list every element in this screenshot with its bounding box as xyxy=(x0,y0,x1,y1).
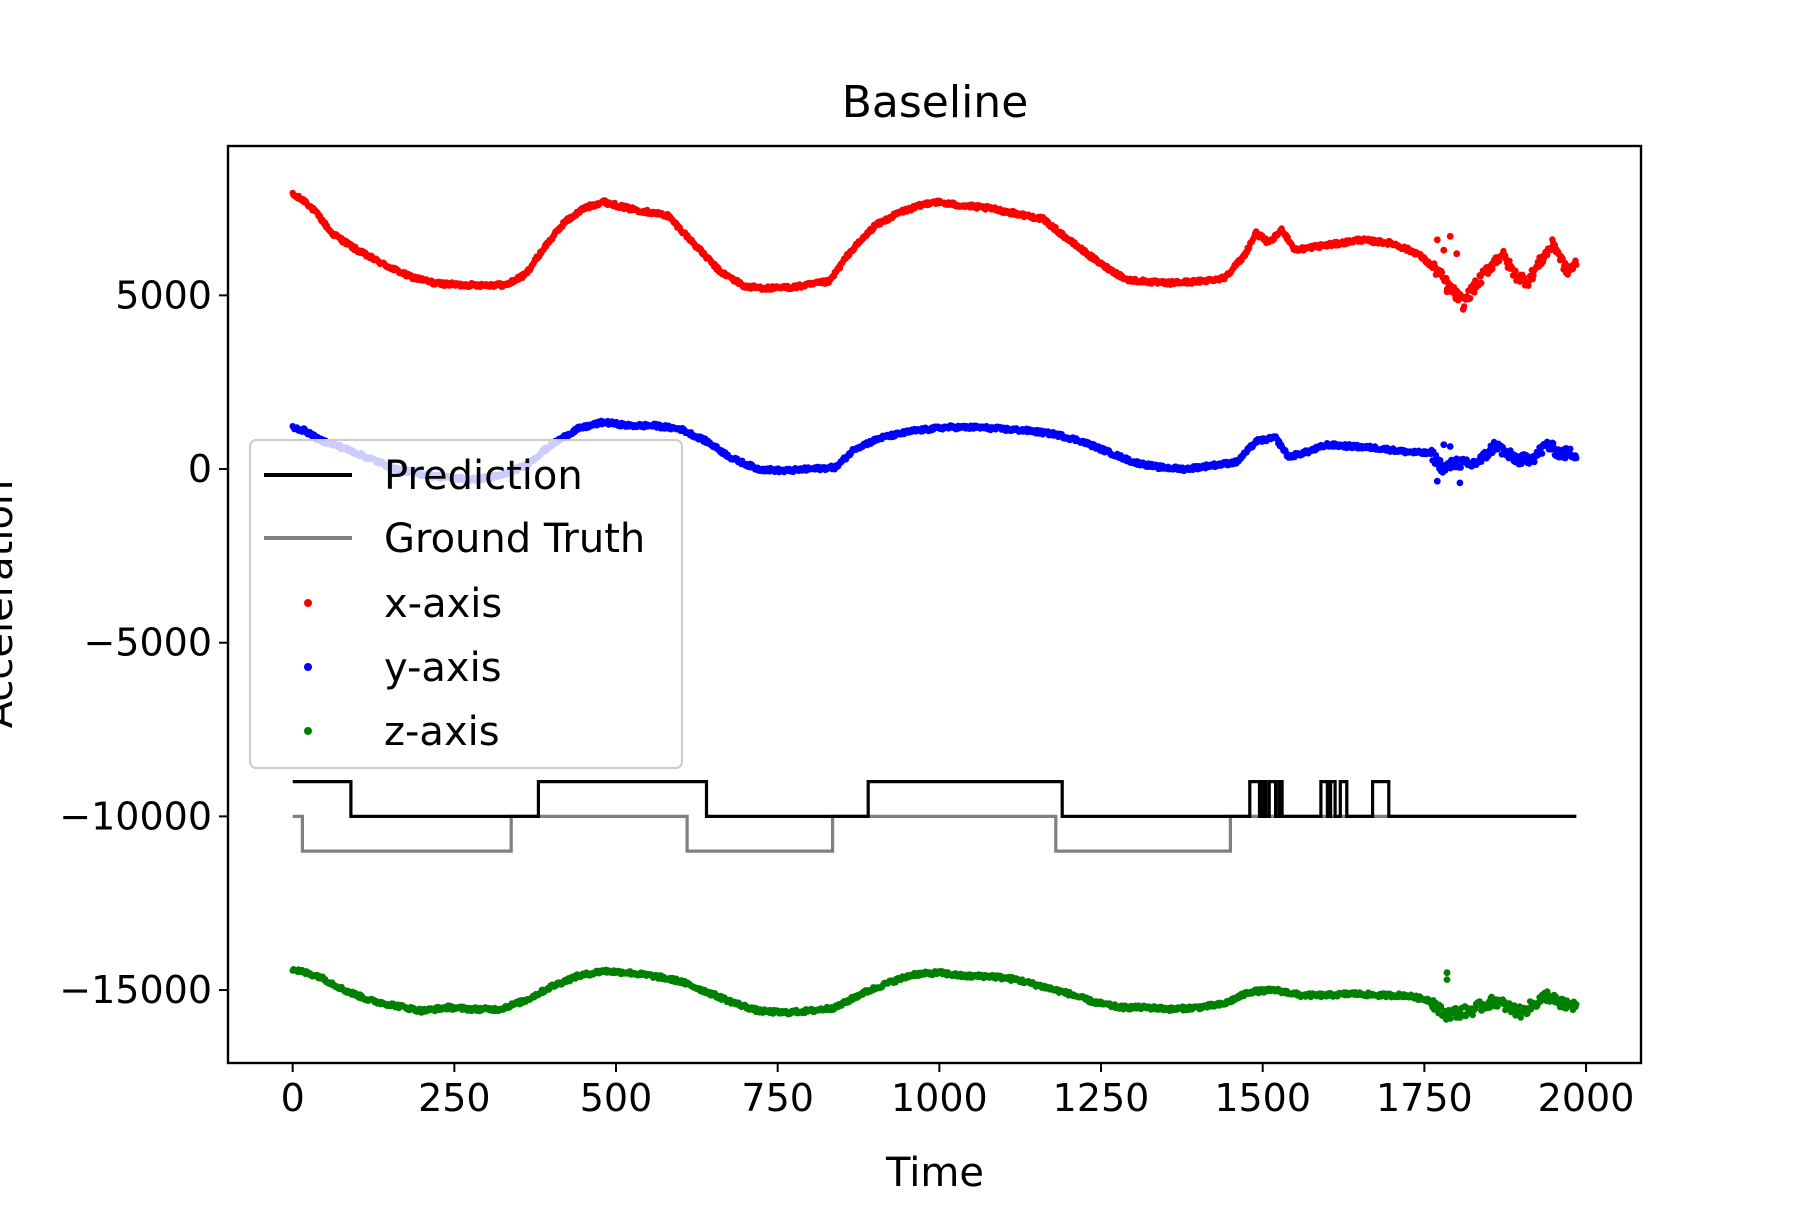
data-point xyxy=(1447,1015,1454,1022)
x-tick-label: 1500 xyxy=(1214,1076,1311,1120)
data-point xyxy=(1538,450,1546,457)
data-point xyxy=(1440,441,1448,449)
data-point xyxy=(1438,269,1446,276)
data-point xyxy=(1530,272,1537,279)
data-point xyxy=(1433,477,1441,485)
x-tick-label: 1000 xyxy=(891,1076,988,1120)
y-axis-ticks: 5000 0 −5000 −10000 −15000 xyxy=(59,273,228,1012)
data-point xyxy=(1459,305,1467,313)
legend-y-axis-label: y-axis xyxy=(384,645,502,691)
data-point xyxy=(1531,458,1538,466)
plot-content xyxy=(289,189,1580,1023)
plot-frame xyxy=(226,144,1643,1065)
data-point xyxy=(1433,236,1441,244)
x-tick-label: 750 xyxy=(741,1076,814,1120)
data-point xyxy=(1573,261,1580,268)
legend-z-axis-marker xyxy=(304,727,312,735)
legend: Prediction Ground Truth x-axis y-axis z-… xyxy=(249,439,683,769)
data-point xyxy=(1443,976,1451,983)
y-tick-label: −5000 xyxy=(83,621,212,665)
data-point xyxy=(1573,1001,1580,1008)
data-point xyxy=(1466,295,1474,302)
x-axis-ticks: 0 250 500 750 1000 1250 1500 1750 2000 xyxy=(281,1063,1635,1120)
y-tick-label: −15000 xyxy=(59,968,212,1012)
data-point xyxy=(1516,278,1524,285)
legend-x-axis-marker xyxy=(304,599,312,607)
x-axis-label: Time xyxy=(885,1150,984,1196)
data-point xyxy=(1443,288,1451,296)
legend-prediction-label: Prediction xyxy=(384,453,583,499)
data-point xyxy=(1469,1011,1476,1019)
x-tick-label: 1750 xyxy=(1376,1076,1473,1120)
data-point xyxy=(1456,479,1464,487)
legend-y-axis-marker xyxy=(304,663,312,671)
chart-title: Baseline xyxy=(842,77,1029,128)
data-point xyxy=(1506,257,1513,265)
data-point xyxy=(1573,454,1580,462)
series-line-prediction xyxy=(292,780,1577,818)
legend-box xyxy=(249,439,683,769)
series-x-axis xyxy=(289,189,1580,313)
data-point xyxy=(1567,445,1574,452)
data-point xyxy=(1471,289,1478,296)
legend-x-axis-label: x-axis xyxy=(384,581,502,627)
data-point xyxy=(1544,251,1551,259)
data-point xyxy=(1440,246,1448,254)
y-tick-label: 5000 xyxy=(115,273,212,317)
series-z-axis xyxy=(289,966,1580,1023)
x-tick-label: 250 xyxy=(418,1076,491,1120)
legend-z-axis-label: z-axis xyxy=(384,709,500,755)
x-tick-label: 2000 xyxy=(1538,1076,1635,1120)
data-point xyxy=(1489,265,1496,273)
data-point xyxy=(1478,279,1485,287)
series-y-axis xyxy=(289,417,1580,487)
data-point xyxy=(1511,1002,1518,1009)
data-point xyxy=(1525,282,1532,289)
x-tick-label: 500 xyxy=(580,1076,653,1120)
y-tick-label: −10000 xyxy=(59,794,212,838)
y-tick-label: 0 xyxy=(188,447,212,491)
x-tick-label: 1250 xyxy=(1053,1076,1150,1120)
data-point xyxy=(1453,250,1461,258)
y-axis-label: Acceleration xyxy=(0,480,22,729)
data-point xyxy=(1446,443,1454,450)
data-point xyxy=(1443,969,1451,977)
x-tick-label: 0 xyxy=(281,1076,305,1120)
data-point xyxy=(1437,1003,1445,1010)
data-point xyxy=(1446,232,1454,240)
series-line-ground-truth xyxy=(292,814,1577,853)
data-point xyxy=(1457,464,1464,471)
data-point xyxy=(1512,267,1519,275)
legend-ground-truth-label: Ground Truth xyxy=(384,516,645,562)
data-point xyxy=(1517,1014,1524,1021)
